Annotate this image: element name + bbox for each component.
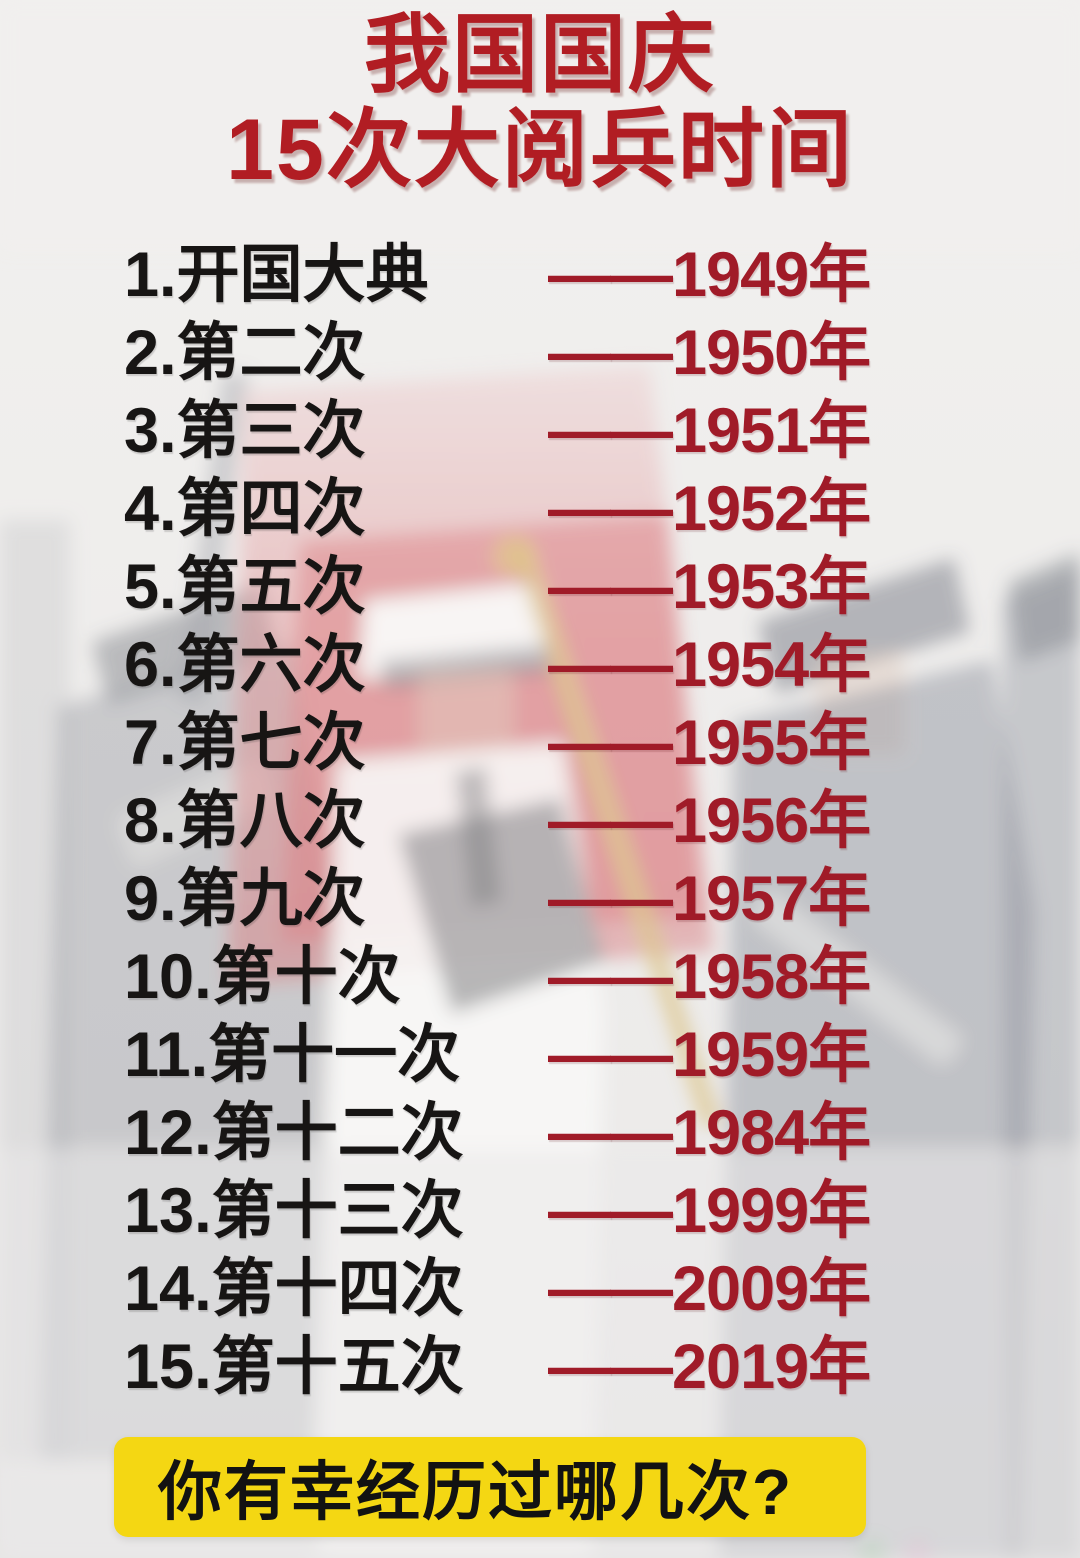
list-item: 6.第六次 ——1954年 [0, 626, 1080, 704]
list-item: 7.第七次 ——1955年 [0, 704, 1080, 782]
parade-label: 3.第三次 [124, 396, 366, 466]
parade-label: 1.开国大典 [124, 240, 429, 310]
parade-year: ——1984年 [548, 1098, 871, 1168]
parade-label: 7.第七次 [124, 708, 366, 778]
parade-label: 15.第十五次 [124, 1332, 464, 1402]
parade-label: 12.第十二次 [124, 1098, 464, 1168]
title-line-2: 15次大阅兵时间 [226, 101, 854, 198]
list-item: 3.第三次 ——1951年 [0, 392, 1080, 470]
page-title: 我国国庆 15次大阅兵时间 [0, 8, 1080, 197]
top-wash [0, 0, 1080, 250]
left-soldier-rifle [177, 371, 250, 703]
parade-year: ——1952年 [548, 474, 871, 544]
white-guard-face [420, 668, 512, 760]
footer-question: 你有幸经历过哪几次? [158, 1456, 794, 1528]
list-item: 12.第十二次 ——1984年 [0, 1094, 1080, 1172]
footer-highlight-bar: 你有幸经历过哪几次? [114, 1437, 866, 1537]
flagpole-top-ornament [494, 536, 534, 576]
list-item: 11.第十一次 ——1959年 [0, 1016, 1080, 1094]
list-item: 5.第五次 ——1953年 [0, 548, 1080, 626]
right-soldier-cap [758, 558, 970, 694]
parade-year: ——1951年 [548, 396, 871, 466]
parade-year: ——1949年 [548, 240, 871, 310]
list-item: 10.第十次 ——1958年 [0, 938, 1080, 1016]
white-guard-rifle [398, 798, 604, 1014]
parade-label: 13.第十三次 [124, 1176, 464, 1246]
parade-year: ——1956年 [548, 786, 871, 856]
list-item: 14.第十四次 ——2009年 [0, 1250, 1080, 1328]
parade-year: ——2009年 [548, 1254, 871, 1324]
list-item: 4.第四次 ——1952年 [0, 470, 1080, 548]
bottom-artifact-pink [905, 1541, 931, 1558]
parade-year: ——1954年 [548, 630, 871, 700]
list-item: 15.第十五次 ——2019年 [0, 1328, 1080, 1406]
parade-label: 2.第二次 [124, 318, 366, 388]
far-right-soldier-cap [1008, 552, 1080, 662]
parade-label: 8.第八次 [124, 786, 366, 856]
parade-label: 9.第九次 [124, 864, 366, 934]
bottom-artifact-green [858, 1538, 886, 1558]
parade-label: 6.第六次 [124, 630, 366, 700]
parade-label: 10.第十次 [124, 942, 401, 1012]
parade-year: ——1953年 [548, 552, 871, 622]
parade-list: 1.开国大典 ——1949年 2.第二次 ——1950年 3.第三次 ——195… [0, 236, 1080, 1406]
list-item: 2.第二次 ——1950年 [0, 314, 1080, 392]
gold-flagpole-highlight [520, 546, 712, 1122]
parade-year: ——1958年 [548, 942, 871, 1012]
parade-year: ——1999年 [548, 1176, 871, 1246]
right-soldier-strap [752, 893, 962, 1064]
parade-year: ——1957年 [548, 864, 871, 934]
parade-year: ——1955年 [548, 708, 871, 778]
list-item: 1.开国大典 ——1949年 [0, 236, 1080, 314]
list-item: 8.第八次 ——1956年 [0, 782, 1080, 860]
parade-year: ——1950年 [548, 318, 871, 388]
parade-label: 11.第十一次 [124, 1020, 461, 1090]
list-item: 9.第九次 ——1957年 [0, 860, 1080, 938]
parade-label: 5.第五次 [124, 552, 366, 622]
parade-year: ——2019年 [548, 1332, 871, 1402]
left-soldier-cap [92, 584, 276, 704]
parade-year: ——1959年 [548, 1020, 871, 1090]
list-item: 13.第十三次 ——1999年 [0, 1172, 1080, 1250]
parade-label: 14.第十四次 [124, 1254, 464, 1324]
parade-label: 4.第四次 [124, 474, 366, 544]
title-line-1: 我国国庆 [364, 7, 716, 103]
